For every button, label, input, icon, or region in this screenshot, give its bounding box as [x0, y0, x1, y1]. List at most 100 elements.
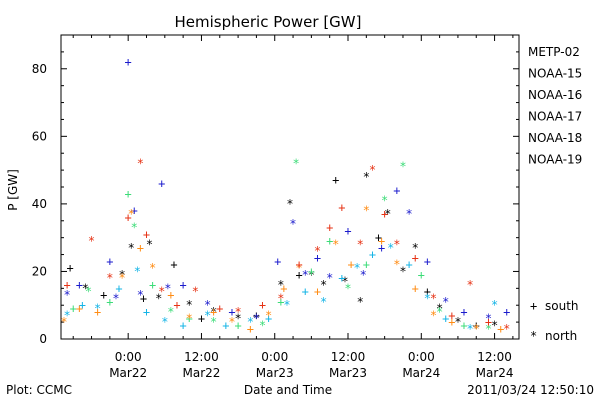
data-point-noaa-19: +: [216, 302, 223, 316]
data-point-noaa-15: *: [485, 312, 492, 326]
data-point-metp-02: +: [253, 308, 260, 322]
data-point-noaa-19: *: [467, 278, 474, 292]
legend-item-noaa-15: NOAA-15: [528, 67, 582, 81]
data-point-noaa-16: *: [387, 241, 394, 255]
series-legend: METP-02 NOAA-15 NOAA-16 NOAA-17 NOAA-18 NOAA-…: [528, 45, 582, 167]
data-point-noaa-15: +: [158, 177, 165, 191]
legend-item-noaa-18: NOAA-18: [528, 131, 582, 145]
y-axis-label: P [GW]: [6, 169, 20, 211]
data-point-noaa-19: +: [63, 278, 70, 292]
data-point-metp-02: +: [67, 261, 74, 275]
data-point-noaa-15: +: [180, 278, 187, 292]
data-point-noaa-17: *: [436, 305, 443, 319]
data-point-noaa-17: +: [186, 312, 193, 326]
data-point-noaa-17: +: [363, 258, 370, 272]
data-point-noaa-19: *: [88, 234, 95, 248]
data-point-metp-02: +: [332, 173, 339, 187]
data-point-noaa-15: +: [76, 278, 83, 292]
legend-item-noaa-17: NOAA-17: [528, 110, 582, 124]
x-tick-date-label: Mar22: [109, 366, 147, 380]
data-point-noaa-16: +: [405, 258, 412, 272]
chart-title: Hemispheric Power [GW]: [175, 13, 362, 31]
data-point-noaa-16: *: [354, 261, 361, 275]
data-point-noaa-18: +: [378, 234, 385, 248]
data-point-metp-02: *: [412, 241, 419, 255]
data-point-noaa-17: +: [234, 318, 241, 332]
plot-credit: Plot: CCMC: [6, 383, 72, 397]
marker-symbol-north: *: [530, 329, 537, 343]
data-point-metp-02: *: [384, 207, 391, 221]
data-point-metp-02: *: [118, 268, 125, 282]
data-point-noaa-16: *: [134, 264, 141, 278]
data-point-noaa-18: *: [118, 271, 125, 285]
data-point-noaa-19: +: [381, 207, 388, 221]
data-point-noaa-15: *: [253, 312, 260, 326]
data-point-noaa-18: +: [76, 302, 83, 316]
data-point-noaa-17: +: [149, 278, 156, 292]
data-point-noaa-19: +: [412, 251, 419, 265]
x-tick-date-label: Mar24: [476, 366, 514, 380]
data-point-noaa-18: *: [332, 237, 339, 251]
data-point-metp-02: *: [454, 315, 461, 329]
data-point-noaa-19: +: [448, 308, 455, 322]
data-point-noaa-15: +: [125, 55, 132, 69]
data-point-metp-02: *: [399, 264, 406, 278]
data-point-noaa-15: *: [360, 268, 367, 282]
y-tick-label: 20: [32, 264, 47, 278]
data-point-noaa-15: *: [326, 271, 333, 285]
data-point-noaa-15: *: [112, 291, 119, 305]
data-point-noaa-15: *: [204, 298, 211, 312]
data-point-metp-02: *: [186, 298, 193, 312]
data-point-metp-02: *: [234, 312, 241, 326]
data-point-noaa-18: +: [412, 281, 419, 295]
data-point-noaa-15: +: [460, 305, 467, 319]
data-point-noaa-19: *: [369, 163, 376, 177]
data-point-metp-02: +: [170, 258, 177, 272]
data-point-noaa-16: *: [491, 298, 498, 312]
x-axis: 0:00 Mar22 12:00 Mar22 0:00 Mar23 12:00 Mar23 0:…: [72, 35, 514, 380]
data-point-noaa-15: +: [344, 224, 351, 238]
data-point-metp-02: +: [375, 231, 382, 245]
data-point-metp-02: *: [146, 237, 153, 251]
data-point-noaa-16: +: [338, 271, 345, 285]
data-point-noaa-19: *: [277, 291, 284, 305]
data-point-noaa-18: +: [448, 315, 455, 329]
data-point-noaa-17: *: [344, 281, 351, 295]
data-point-noaa-15: +: [393, 183, 400, 197]
data-point-metp-02: *: [128, 241, 135, 255]
data-point-noaa-19: +: [259, 298, 266, 312]
data-point-noaa-15: *: [164, 281, 171, 295]
data-point-noaa-18: +: [247, 322, 254, 336]
data-point-noaa-19: *: [192, 285, 199, 299]
data-point-noaa-17: *: [167, 305, 174, 319]
data-point-noaa-19: +: [485, 315, 492, 329]
data-point-noaa-16: +: [222, 318, 229, 332]
data-point-noaa-15: *: [63, 288, 70, 302]
data-point-noaa-15: +: [274, 254, 281, 268]
data-point-noaa-17: *: [210, 315, 217, 329]
data-point-noaa-15: +: [503, 305, 510, 319]
legend-item-metp-02: METP-02: [528, 45, 580, 59]
data-point-noaa-19: *: [393, 237, 400, 251]
data-point-noaa-18: +: [137, 241, 144, 255]
data-point-noaa-17: +: [308, 264, 315, 278]
data-point-metp-02: +: [296, 268, 303, 282]
data-point-noaa-19: +: [143, 227, 150, 241]
data-point-noaa-17: *: [485, 322, 492, 336]
data-point-noaa-19: *: [357, 237, 364, 251]
x-tick-time-label: 0:00: [115, 350, 142, 364]
data-point-noaa-16: +: [79, 298, 86, 312]
data-point-noaa-18: +: [280, 281, 287, 295]
x-tick-date-label: Mar23: [329, 366, 367, 380]
data-point-metp-02: +: [424, 285, 431, 299]
data-point-metp-02: +: [100, 288, 107, 302]
marker-label-north: north: [545, 329, 577, 343]
data-point-noaa-17: *: [85, 285, 92, 299]
data-point-noaa-19: *: [234, 305, 241, 319]
marker-symbol-south: +: [530, 299, 537, 313]
data-point-noaa-19: *: [137, 156, 144, 170]
y-axis: 0 20 40 60 80: [32, 34, 519, 346]
data-point-noaa-18: +: [167, 288, 174, 302]
data-point-metp-02: *: [341, 275, 348, 289]
